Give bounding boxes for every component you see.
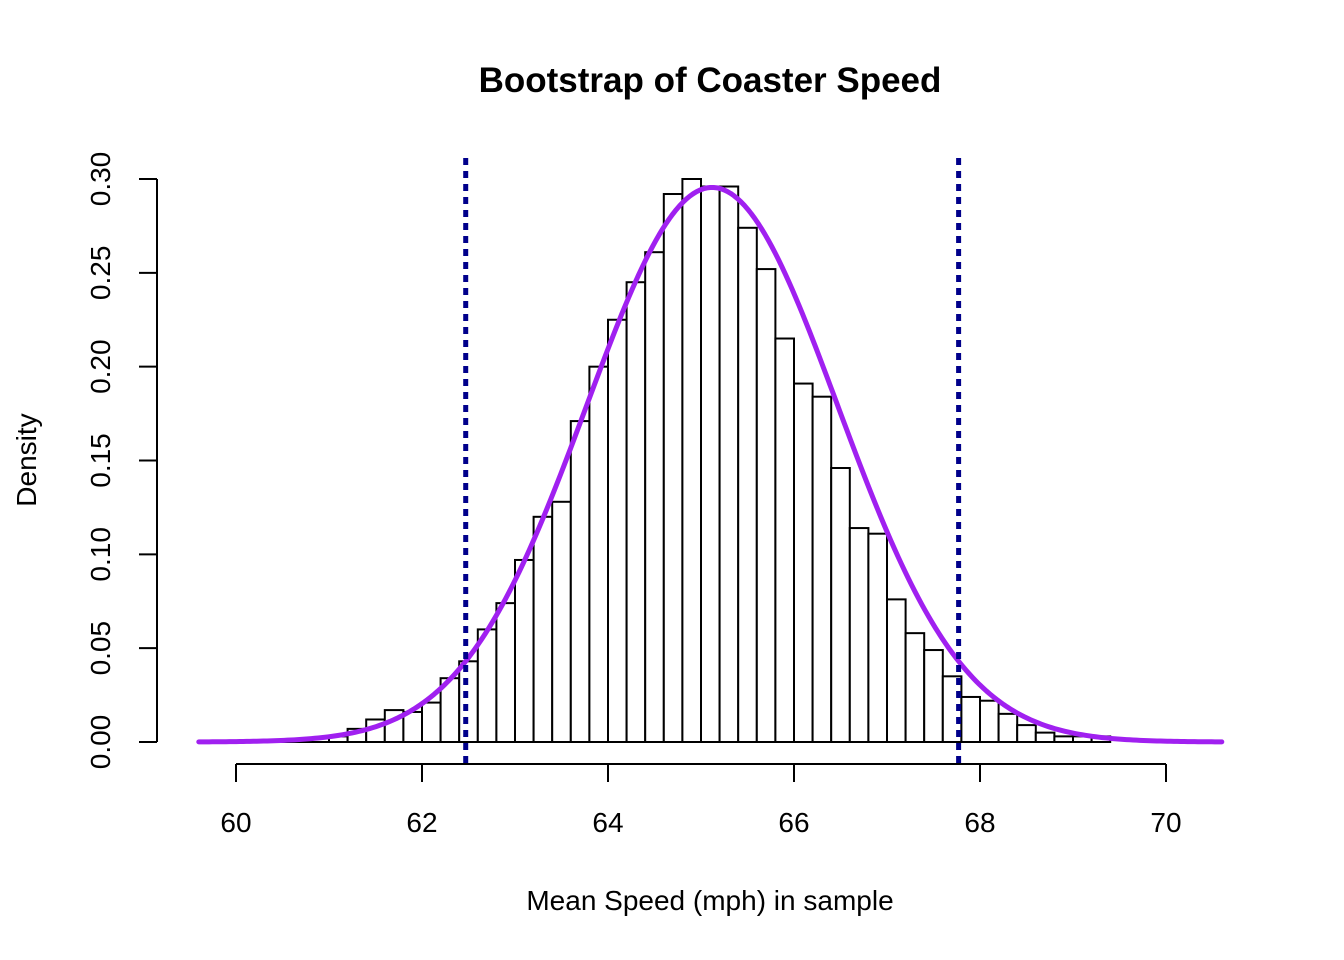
chart-title: Bootstrap of Coaster Speed — [479, 61, 942, 100]
histogram-bar — [458, 660, 479, 744]
histogram-bar — [681, 178, 703, 743]
x-tick-label: 64 — [592, 807, 623, 838]
y-tick-label: 0.25 — [85, 246, 116, 301]
histogram-bar — [421, 701, 442, 744]
histogram-bars — [272, 178, 1112, 744]
histogram-bar — [848, 527, 870, 743]
y-tick-label: 0.30 — [85, 152, 116, 207]
histogram-bar — [718, 185, 740, 744]
y-tick-label: 0.00 — [85, 715, 116, 770]
histogram-bar — [1016, 724, 1037, 743]
histogram-bar — [886, 598, 907, 744]
histogram-bar — [607, 318, 628, 743]
x-tick-label: 62 — [406, 807, 437, 838]
histogram-bar — [737, 226, 758, 743]
histogram-bar — [774, 337, 796, 743]
histogram-bar — [662, 193, 684, 744]
histogram-bar — [755, 268, 777, 743]
y-tick-label: 0.20 — [85, 339, 116, 394]
y-axis-label: Density — [11, 413, 42, 506]
histogram-bar — [923, 649, 944, 743]
histogram-bar — [402, 710, 423, 743]
histogram-bar — [904, 632, 926, 743]
x-axis-label: Mean Speed (mph) in sample — [526, 885, 893, 916]
histogram-bar — [588, 365, 610, 743]
histogram-bar — [997, 712, 1019, 743]
histogram-bar — [476, 628, 498, 744]
normal-density-curve — [196, 184, 1225, 745]
y-tick-label: 0.05 — [85, 621, 116, 676]
histogram-bar — [811, 395, 833, 743]
x-tick-label: 68 — [964, 807, 995, 838]
confidence-interval-lines — [463, 158, 962, 764]
histogram-bar — [1053, 735, 1075, 743]
histogram-bar — [514, 558, 535, 743]
histogram-bar — [960, 695, 982, 744]
histogram-bar — [551, 500, 572, 743]
x-tick-label: 60 — [220, 807, 251, 838]
histogram-bar — [793, 382, 814, 743]
histogram-bar — [644, 251, 665, 743]
histogram-bar — [867, 532, 889, 743]
histogram-bar — [979, 699, 1000, 743]
y-tick-label: 0.10 — [85, 527, 116, 582]
histogram-bar — [830, 467, 851, 743]
y-axis: 0.00 0.05 0.10 0.15 0.20 0.25 0.30 — [85, 152, 158, 770]
histogram-bar — [700, 185, 721, 744]
histogram-bar — [625, 281, 647, 743]
histogram-bar — [532, 515, 554, 743]
histogram-bar — [495, 602, 516, 743]
x-tick-label: 70 — [1150, 807, 1181, 838]
x-axis: 60 62 64 66 68 70 — [220, 763, 1182, 838]
histogram-bar — [569, 420, 591, 743]
x-tick-label: 66 — [778, 807, 809, 838]
y-tick-label: 0.15 — [85, 433, 116, 488]
histogram-bar — [1034, 731, 1056, 743]
